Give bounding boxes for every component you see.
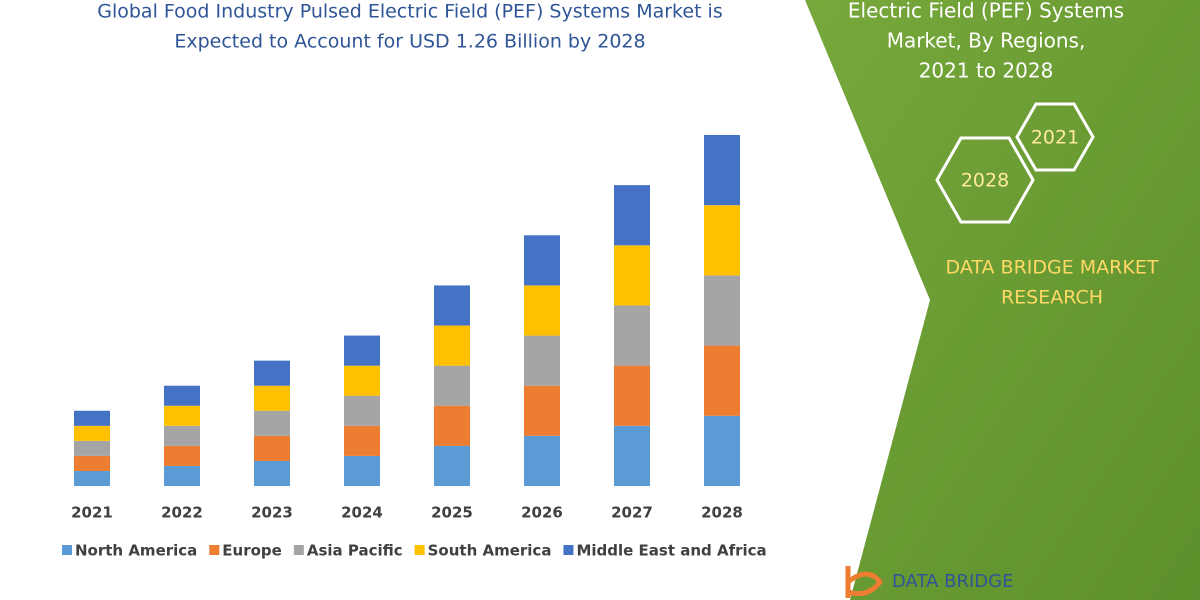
panel-title: Electric Field (PEF) Systems [848,0,1124,23]
bar-segment [434,365,470,406]
bar-segment [704,205,740,276]
bar-segment [164,405,200,426]
legend-swatch [62,545,72,555]
bar-segment [704,415,740,486]
bar-segment [344,365,380,396]
x-tick-label: 2028 [701,504,743,522]
bar-segment [74,470,110,486]
side-panel [805,0,1200,600]
bar-segment [614,245,650,306]
x-tick-label: 2023 [251,504,293,522]
bar-segment [164,445,200,466]
legend-label: South America [428,542,552,560]
bar-segment [254,360,290,386]
bar-segment [164,385,200,406]
hexagon-label: 2021 [1031,127,1079,149]
x-tick-label: 2022 [161,504,203,522]
bar-segment [434,325,470,366]
x-tick-label: 2026 [521,504,563,522]
hexagon [1015,102,1095,172]
hexagon-label: 2028 [961,170,1009,192]
x-tick-label: 2025 [431,504,473,522]
brand: DATA BRIDGE MARKET [946,257,1159,279]
bar-segment [74,440,110,456]
bar-segment [614,305,650,366]
bar-segment [614,185,650,246]
bar-segment [344,335,380,366]
bar-segment [524,385,560,436]
bar-segment [164,425,200,446]
bar-segment [254,460,290,486]
x-tick-label: 2024 [341,504,383,522]
x-tick-label: 2027 [611,504,653,522]
bar-segment [254,410,290,436]
bar-segment [434,285,470,326]
brand: RESEARCH [1001,287,1103,309]
bar-segment [704,345,740,416]
bar-segment [704,275,740,346]
bar-segment [614,425,650,486]
x-tick-label: 2021 [71,504,113,522]
hexagon [935,136,1035,224]
legend-swatch [293,545,304,555]
bar-segment [704,135,740,206]
logo-text: DATA BRIDGE [892,571,1013,592]
bar-segment [434,405,470,446]
legend-swatch [414,545,425,555]
bar-segment [74,455,110,471]
bar-segment [344,455,380,486]
legend-label: Middle East and Africa [576,542,766,560]
legend-swatch [563,545,574,555]
chart-title: Global Food Industry Pulsed Electric Fie… [97,1,723,23]
bar-segment [614,365,650,426]
legend-swatch [209,545,220,555]
bar-segment [524,285,560,336]
bar-segment [524,435,560,486]
bar-segment [524,335,560,386]
chart-title: Expected to Account for USD 1.26 Billion… [174,31,645,53]
bar-segment [254,435,290,461]
legend-label: North America [75,542,197,560]
bar-segment [344,395,380,426]
panel-title: 2021 to 2028 [919,59,1054,83]
bar-segment [164,465,200,486]
bar-segment [524,235,560,286]
bar-segment [74,425,110,441]
logo-icon [845,566,884,598]
bar-segment [254,385,290,411]
legend-label: Asia Pacific [307,542,403,560]
legend-label: Europe [222,542,282,560]
bar-segment [74,410,110,426]
bar-segment [434,445,470,486]
bar-segment [344,425,380,456]
panel-title: Market, By Regions, [887,29,1086,53]
